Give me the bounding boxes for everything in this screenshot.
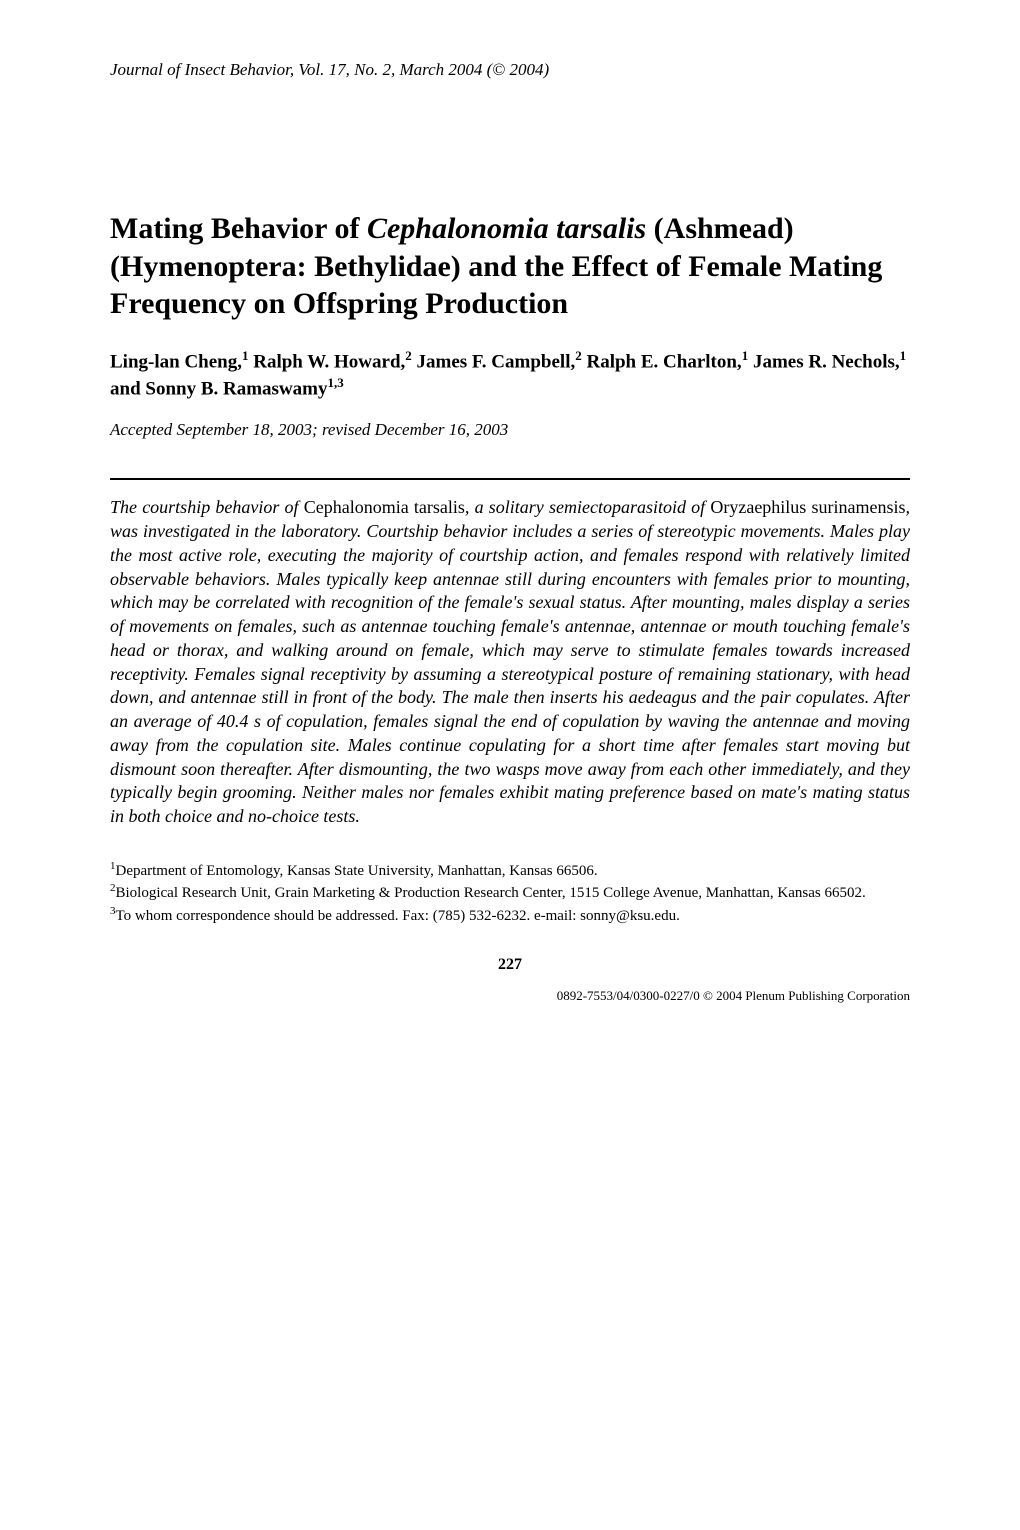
journal-header: Journal of Insect Behavior, Vol. 17, No.…: [110, 60, 910, 80]
section-divider: [110, 478, 910, 480]
copyright-line: 0892-7553/04/0300-0227/0 © 2004 Plenum P…: [110, 988, 910, 1004]
paper-title: Mating Behavior of Cephalonomia tarsalis…: [110, 210, 910, 323]
page-number: 227: [110, 956, 910, 974]
accepted-date: Accepted September 18, 2003; revised Dec…: [110, 420, 910, 440]
footnote-2: 2Biological Research Unit, Grain Marketi…: [110, 881, 910, 904]
author-footnotes: 1Department of Entomology, Kansas State …: [110, 859, 910, 927]
abstract: The courtship behavior of Cephalonomia t…: [110, 496, 910, 829]
authors: Ling-lan Cheng,1 Ralph W. Howard,2 James…: [110, 347, 910, 403]
footnote-1: 1Department of Entomology, Kansas State …: [110, 859, 910, 882]
footnote-3: 3To whom correspondence should be addres…: [110, 904, 910, 927]
